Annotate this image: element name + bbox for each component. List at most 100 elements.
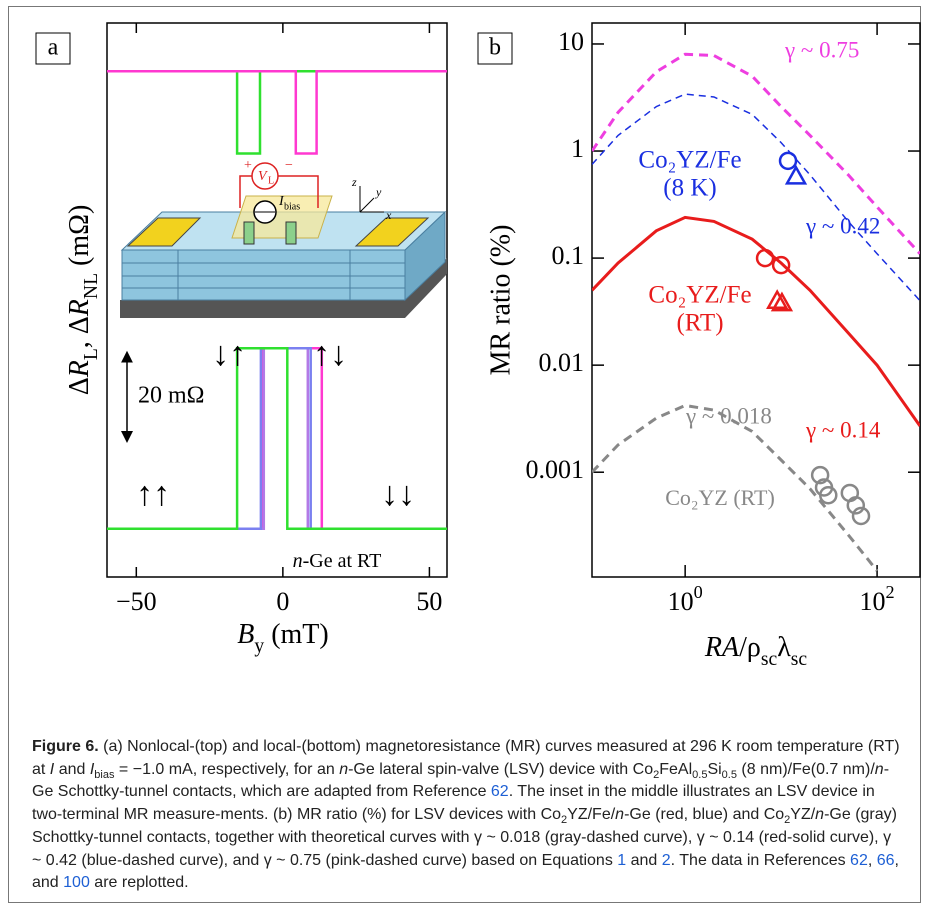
curve [592,217,920,426]
contact [244,222,254,244]
panel-label: b [489,35,501,61]
y-tick-label: 1 [571,134,584,163]
tick-exponent: 2 [886,582,895,602]
marker [757,250,773,266]
x-axis-label: RA/ρscλsc [704,632,808,670]
caption-run: YZ/ [790,806,815,823]
caption-run[interactable]: 62 [491,783,509,800]
caption-run: YZ/Fe/ [567,806,615,823]
caption-run: -Ge (red, blue) and Co [624,806,784,823]
annotation: Co₂YZ/Fe [638,147,741,174]
text-run: λ [777,632,791,663]
inset-label: V [258,169,268,184]
text-run: sc [761,649,778,670]
x-axis-label: By (mT) [237,619,328,657]
caption-run: , [868,852,877,869]
y-axis-label: ΔRL, ΔRNL (mΩ) [64,205,102,396]
caption-run[interactable]: 62 [850,852,868,869]
figure: a b + V L − I bias z y x −50 0 50 20 mΩ ↑↑ ↓↓ [0,0,931,735]
text-run: sc [791,649,808,670]
caption-run[interactable]: 2 [662,852,671,869]
caption-run: FeAl [659,761,692,778]
x-tick-label: 0 [276,587,289,616]
text-run: (mΩ) [64,205,95,273]
inset-label: x [385,208,392,222]
text-run: -Ge at RT [303,550,382,572]
caption-run[interactable]: 66 [877,852,895,869]
caption-run: n [339,761,348,778]
caption-run: bias [94,769,114,781]
scale-bar-label: 20 mΩ [138,382,205,408]
caption-run: . The data in References [671,852,850,869]
x-tick-label: 50 [416,587,442,616]
text-run: , Δ [64,316,95,348]
caption-run: Figure 6. [32,738,99,755]
text-run: R [64,360,95,378]
caption-run[interactable]: 100 [63,874,90,891]
curve-label: γ ~ 0.42 [805,213,880,238]
caption-run: n [615,806,624,823]
text-run: ↓↑ [212,336,246,373]
curve-label: γ ~ 0.75 [784,37,859,62]
caption-run: and [54,761,90,778]
inset-label: L [268,175,274,186]
caption: Figure 6. (a) Nonlocal-(top) and local-(… [32,736,904,895]
panel-label: a [48,35,59,61]
annotation: ↑↑ [136,476,170,513]
text-run: n [293,550,303,572]
caption-run[interactable]: 1 [617,852,626,869]
text-run: RA [704,632,740,663]
caption-run: n [815,806,824,823]
curve [592,94,920,301]
tick-exponent: 0 [694,582,703,602]
annotation: ↓↑ [212,336,246,373]
caption-run: = −1.0 mA, respectively, for an [114,761,339,778]
x-tick-label: 100 [668,582,703,616]
caption-run: are replotted. [90,874,189,891]
annotation: (8 K) [663,175,716,202]
x-tick-label: −50 [116,587,157,616]
text-run: Δ [64,377,95,395]
text-run: L [81,348,102,360]
text-run: NL [81,273,102,299]
inset-device: + V L − I bias z y x [120,158,447,318]
caption-run: (8 nm)/Fe(0.7 nm)/ [737,761,875,778]
axis-y [360,198,374,212]
text-run: y [254,636,264,657]
text-run: B [237,619,254,650]
curve [107,71,447,153]
inset-label: bias [284,201,300,212]
caption-run: and [626,852,662,869]
marker [780,153,796,169]
tick-base: 10 [668,587,694,616]
text-run: R [64,299,95,317]
annotation: ↓↓ [381,476,415,513]
annotation: Co₂YZ (RT) [665,485,775,510]
annotation: (RT) [676,310,723,337]
text-run: ↑↑ [136,476,170,513]
curve-label: γ ~ 0.018 [685,403,772,428]
caption-run: 0.5 [722,769,737,781]
y-tick-label: 0.1 [552,241,585,270]
annotation: Co₂YZ/Fe [648,282,751,309]
curve-label: γ ~ 0.14 [805,417,881,442]
contact [286,222,296,244]
y-tick-label: 0.001 [526,455,585,484]
annotation: n-Ge at RT [293,550,382,572]
text-run: (mT) [264,619,329,650]
page: a b + V L − I bias z y x −50 0 50 20 mΩ ↑↑ ↓↓ [0,0,931,915]
y-tick-label: 0.01 [539,348,585,377]
text-run: /ρ [739,632,761,663]
caption-run: 0.5 [692,769,707,781]
inset-label: + [244,158,252,173]
channel-front [122,250,405,300]
inset-label: z [351,175,357,189]
curve [107,71,447,153]
caption-run: n [875,761,884,778]
tick-base: 10 [860,587,886,616]
text-run: ↓↓ [381,476,415,513]
inset-label: y [375,185,382,199]
marker [768,292,786,308]
annotation: ↑↓ [313,336,347,373]
caption-run: Si [707,761,721,778]
